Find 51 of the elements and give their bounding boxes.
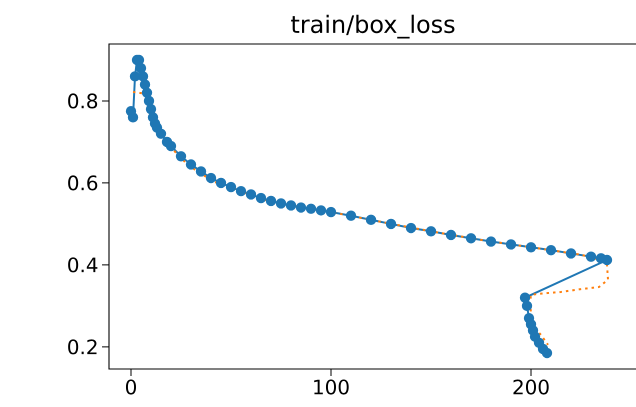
point [466, 233, 476, 244]
point [296, 202, 306, 213]
x-tick-label: 0 [126, 380, 136, 395]
point [156, 128, 166, 139]
point [316, 205, 326, 216]
point [602, 254, 612, 266]
point [520, 292, 530, 303]
y-tick-label: 0.8 [68, 93, 98, 108]
point [196, 166, 206, 177]
point [130, 71, 140, 82]
point [146, 104, 156, 114]
point [186, 159, 196, 170]
point [256, 192, 266, 204]
point [136, 62, 146, 74]
point [386, 218, 396, 230]
point [286, 200, 296, 211]
chart-title: train/box_loss [291, 14, 454, 38]
point [522, 300, 532, 312]
point [566, 248, 576, 259]
x-tick-label: 100 [314, 380, 349, 395]
point [346, 210, 356, 221]
point [138, 71, 148, 82]
point [144, 96, 154, 106]
point [486, 236, 496, 247]
point [206, 172, 216, 184]
point [266, 196, 276, 206]
point [406, 222, 416, 234]
x-tick-label: 200 [513, 380, 549, 395]
point [366, 214, 376, 225]
point [276, 198, 286, 209]
y-tick-label: 0.4 [68, 257, 98, 272]
point [586, 252, 596, 262]
y-tick-label: 0.2 [68, 339, 97, 354]
point [546, 244, 556, 256]
point [542, 348, 552, 358]
point [306, 204, 316, 214]
point [526, 242, 536, 252]
point [216, 178, 226, 188]
point [236, 186, 246, 196]
point [142, 88, 152, 98]
point [140, 79, 150, 90]
point [166, 140, 176, 152]
point [128, 112, 138, 123]
point [506, 239, 516, 250]
point [176, 151, 186, 162]
point [426, 226, 436, 236]
point [326, 206, 336, 218]
point [226, 182, 236, 192]
y-tick-label: 0.6 [68, 175, 98, 190]
point [246, 189, 256, 200]
point [446, 230, 456, 240]
